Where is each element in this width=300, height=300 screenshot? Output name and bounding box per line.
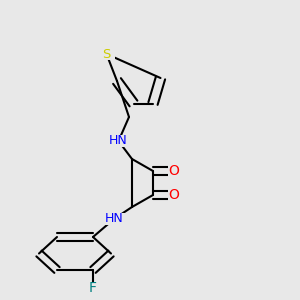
Text: O: O <box>169 188 179 202</box>
FancyBboxPatch shape <box>168 189 180 201</box>
Text: F: F <box>89 281 97 295</box>
Text: HN: HN <box>105 212 123 226</box>
Text: HN: HN <box>109 134 128 148</box>
FancyBboxPatch shape <box>87 282 99 294</box>
FancyBboxPatch shape <box>103 213 125 225</box>
FancyBboxPatch shape <box>98 48 115 60</box>
Text: O: O <box>169 164 179 178</box>
FancyBboxPatch shape <box>107 135 130 147</box>
Text: S: S <box>102 47 111 61</box>
FancyBboxPatch shape <box>168 165 180 177</box>
